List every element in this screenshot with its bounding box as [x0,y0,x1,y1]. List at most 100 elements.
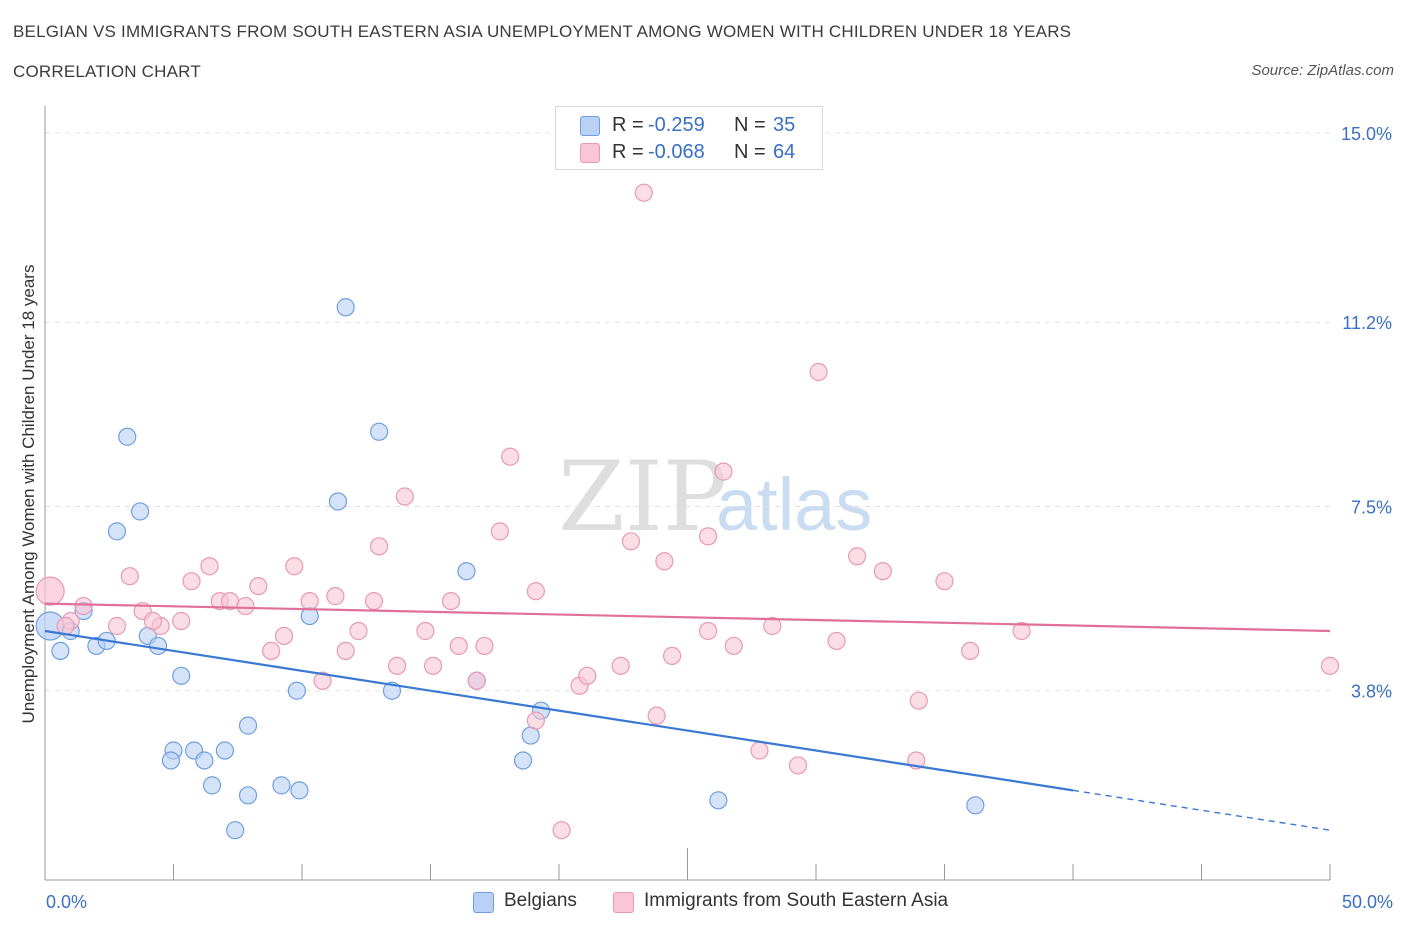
immigrant-point [634,183,653,202]
immigrant-point [763,616,782,636]
immigrant-point [475,636,494,656]
belgian-point [148,636,168,656]
chart-subtitle: CORRELATION CHART [13,62,201,81]
belgian-point [457,562,476,581]
correlation-legend: R = -0.259 N = 35 R = -0.068 N = 64 [555,106,823,170]
immigrant-point [698,527,718,546]
x-tick-label: 50.0% [1342,892,1393,912]
bottom-legend-label: Belgians [504,890,577,911]
immigrant-point [552,821,571,840]
trend-line-belgians-extension [1072,789,1331,831]
immigrant-point [74,596,93,616]
legend-swatch-immigrants [580,143,600,163]
immigrant-point [750,741,769,760]
belgian-point [290,781,309,800]
bottom-legend-swatch-belgians [473,892,494,913]
immigrant-point [35,576,65,606]
immigrant-point [336,641,355,661]
immigrant-point [200,557,219,576]
legend-n-label: N = [734,141,766,163]
immigrant-point [909,691,928,710]
immigrant-point [526,711,545,730]
immigrant-point [647,706,666,725]
belgian-point [202,776,222,795]
immigrant-point [698,621,718,641]
bottom-legend-label: Immigrants from South Eastern Asia [644,890,949,911]
belgian-point [107,522,127,541]
y-tick-label: 11.2% [1342,313,1392,333]
watermark-atlas: atlas [716,463,872,546]
immigrant-point [441,591,461,611]
immigrant-point [714,462,733,481]
belgian-point [195,751,214,770]
immigrant-point [788,756,808,775]
legend-n-label: N = [734,114,766,136]
x-tick-label: 0.0% [46,892,87,912]
immigrant-point [387,656,407,675]
immigrant-point [143,611,163,631]
legend-n-value: 64 [773,141,796,163]
immigrant-point [56,616,75,636]
immigrant-point [262,641,281,661]
y-axis-label: Unemployment Among Women with Children U… [19,265,38,724]
immigrant-point [313,671,332,690]
y-tick-label: 15.0% [1341,124,1392,144]
immigrant-point [423,656,443,675]
belgian-point [370,422,389,441]
belgian-point [513,751,533,770]
belgian-point [709,791,728,810]
immigrant-point [1012,621,1031,641]
legend-r-label: R = [612,141,644,163]
immigrant-point [370,537,389,556]
immigrant-point [172,611,191,631]
immigrant-point [1320,656,1340,675]
immigrant-point [300,591,319,611]
belgian-point [336,298,355,317]
immigrant-point [873,562,892,581]
belgian-point [51,641,70,661]
immigrant-point [578,666,597,685]
immigrant-point [467,671,486,690]
immigrant-point [274,626,294,646]
y-tick-label: 7.5% [1351,497,1392,517]
legend-r-label: R = [612,114,644,136]
immigrant-point [349,621,368,641]
immigrant-point [326,587,345,606]
belgian-point [130,502,150,521]
immigrant-point [120,567,139,586]
immigrant-point [809,362,828,382]
belgian-point [287,681,306,700]
belgian-point [966,796,985,815]
belgian-point [226,821,245,840]
immigrant-point [249,577,268,596]
immigrant-point [490,522,509,541]
belgian-point [215,741,234,760]
belgian-point [118,427,137,446]
belgian-point [328,492,348,511]
belgian-point [238,716,258,735]
immigrant-point [655,552,674,571]
legend-r-value: -0.068 [648,141,705,163]
belgian-point [172,666,191,685]
immigrant-point [621,532,641,551]
immigrant-point [935,572,954,591]
belgian-point [238,786,258,805]
belgian-point [272,776,291,795]
immigrant-point [611,656,630,675]
immigrant-point [526,582,545,601]
immigrant-point [395,487,414,506]
immigrant-point [416,621,435,641]
belgian-point [161,751,181,770]
source-label: Source: ZipAtlas.com [1251,62,1394,79]
immigrant-point [662,646,682,665]
immigrant-point [107,616,127,636]
immigrant-point [449,636,468,656]
legend-swatch-belgians [580,116,600,136]
legend-n-value: 35 [773,114,796,136]
immigrant-point [285,557,304,576]
immigrant-point [182,572,201,591]
chart-title: BELGIAN VS IMMIGRANTS FROM SOUTH EASTERN… [13,22,1072,41]
immigrant-point [961,641,980,661]
immigrant-point [827,631,846,651]
